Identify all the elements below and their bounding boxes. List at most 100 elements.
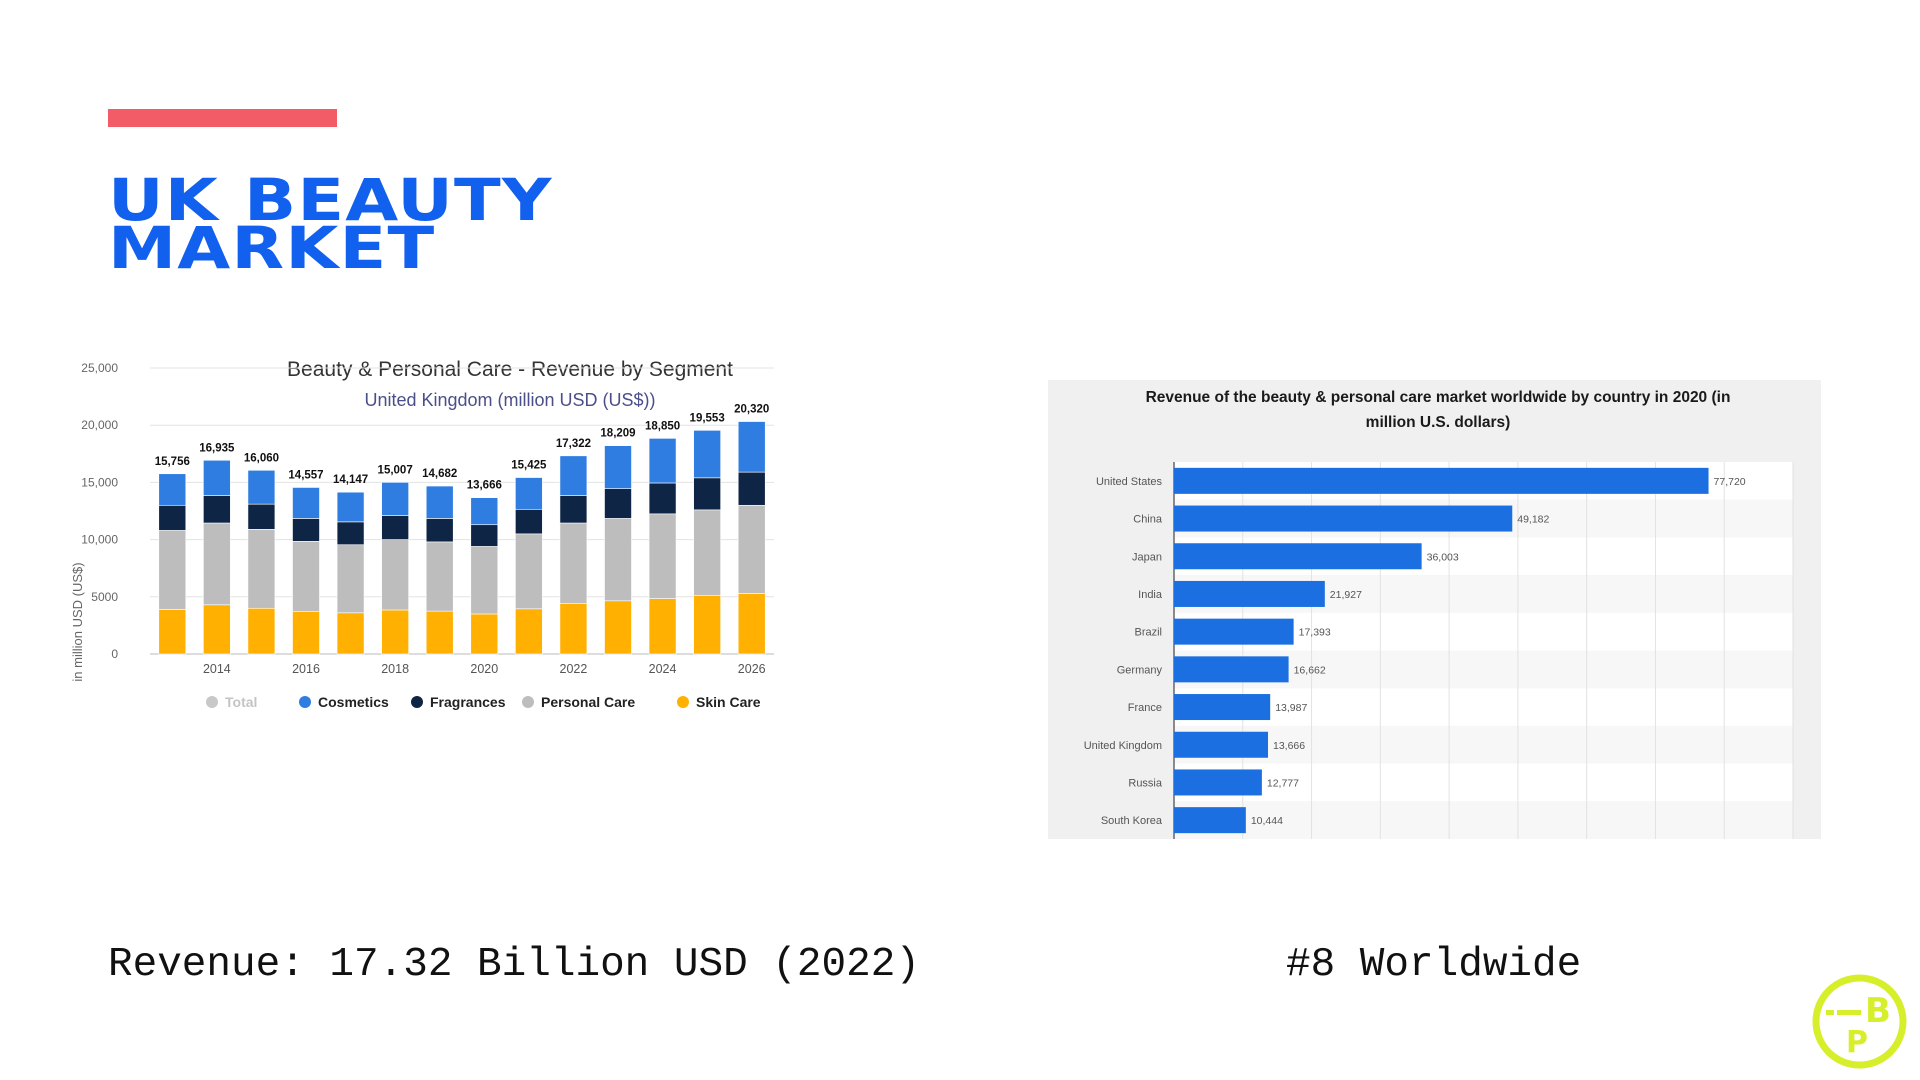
country-ranking-panel: Revenue of the beauty & personal care ma…: [1048, 380, 1821, 839]
bar-total-label: 18,209: [600, 428, 635, 440]
legend-label: Skin Care: [696, 694, 761, 710]
country-label: Germany: [1117, 664, 1163, 676]
bar-total-label: 16,935: [199, 442, 235, 454]
country-label: Japan: [1132, 551, 1162, 563]
bar-segment-skin-care: [559, 603, 588, 655]
x-tick-label: 2024: [649, 662, 677, 676]
country-label: India: [1138, 589, 1163, 601]
bar-segment-personal-care: [648, 513, 677, 599]
bar-segment-cosmetics: [203, 459, 231, 496]
revenue-caption: Revenue: 17.32 Billion USD (2022): [108, 942, 920, 988]
ranking-chart-title-line-2: million U.S. dollars): [1366, 414, 1511, 431]
bar-segment-cosmetics: [425, 485, 454, 519]
bar-total-label: 19,553: [690, 412, 725, 424]
country-revenue-chart: Revenue of the beauty & personal care ma…: [1084, 389, 1794, 839]
country-bar: [1174, 467, 1709, 494]
chart-subtitle: United Kingdom (million USD (US$)): [364, 390, 655, 410]
bar-segment-personal-care: [203, 522, 231, 606]
bar-segment-skin-care: [292, 611, 320, 655]
chart-title: Beauty & Personal Care - Revenue by Segm…: [287, 358, 733, 381]
bar-segment-cosmetics: [381, 482, 409, 516]
bar-total-label: 14,557: [288, 469, 323, 481]
x-tick-label: 2026: [738, 662, 766, 676]
brand-logo-bar: [1837, 1010, 1861, 1015]
legend-label: Total: [225, 694, 257, 710]
bar-segment-personal-care: [381, 539, 409, 611]
country-label: United Kingdom: [1084, 740, 1162, 752]
country-label: China: [1133, 514, 1163, 526]
brand-logo-dash: [1826, 1010, 1834, 1015]
bar-segment-skin-care: [693, 595, 721, 655]
country-value-label: 21,927: [1330, 589, 1362, 601]
country-label: Brazil: [1134, 627, 1162, 639]
bar-segment-fragrances: [470, 524, 499, 547]
x-tick-label: 2014: [203, 662, 231, 676]
bar-total-label: 18,850: [645, 420, 680, 432]
bar-segment-personal-care: [292, 541, 320, 612]
country-value-label: 49,182: [1517, 514, 1549, 526]
bar-segment-personal-care: [247, 529, 276, 609]
y-axis-label: in million USD (US$): [70, 562, 85, 681]
country-bar: [1174, 656, 1289, 683]
legend-marker: [299, 696, 311, 708]
bar-segment-cosmetics: [515, 477, 543, 510]
rank-caption: #8 Worldwide: [1286, 942, 1582, 988]
country-label: Russia: [1128, 777, 1163, 789]
bar-segment-personal-care: [515, 533, 543, 610]
segment-revenue-chart: Beauty & Personal Care - Revenue by Segm…: [70, 358, 774, 710]
country-label: South Korea: [1101, 815, 1163, 827]
bar-segment-personal-care: [470, 546, 499, 615]
y-tick-label: 15,000: [81, 475, 118, 489]
bar-total-label: 16,060: [244, 452, 279, 464]
bar-segment-personal-care: [559, 522, 588, 604]
country-value-label: 16,662: [1294, 664, 1326, 676]
country-label: United States: [1096, 476, 1163, 488]
y-tick-label: 20,000: [81, 418, 118, 432]
brand-logo-letter-b: B: [1865, 991, 1891, 1031]
bar-segment-fragrances: [158, 504, 187, 531]
x-tick-label: 2016: [292, 662, 320, 676]
row-band: [1174, 801, 1793, 839]
bar-segment-cosmetics: [559, 455, 588, 496]
y-tick-label: 0: [111, 647, 118, 661]
bar-segment-cosmetics: [158, 473, 187, 506]
legend-marker: [677, 696, 689, 708]
bar-segment-fragrances: [559, 495, 588, 524]
bar-total-label: 15,007: [378, 464, 413, 476]
brand-logo: B P: [1812, 974, 1907, 1069]
country-bar: [1174, 769, 1262, 796]
bar-segment-skin-care: [515, 608, 543, 655]
bar-segment-personal-care: [336, 544, 365, 614]
country-value-label: 12,777: [1267, 777, 1299, 789]
legend-marker: [411, 696, 423, 708]
bar-segment-skin-care: [425, 610, 454, 655]
legend-label: Personal Care: [541, 694, 635, 710]
bar-segment-personal-care: [737, 504, 766, 594]
bar-segment-cosmetics: [247, 469, 276, 505]
title-accent-bar: [108, 109, 337, 127]
bar-segment-skin-care: [737, 593, 766, 655]
legend-marker: [206, 696, 218, 708]
bar-segment-cosmetics: [470, 497, 499, 526]
page-title: UK BEAUTY MARKET: [108, 166, 934, 282]
bar-segment-cosmetics: [693, 430, 721, 479]
bar-segment-fragrances: [292, 518, 320, 542]
y-tick-label: 25,000: [81, 361, 118, 375]
country-value-label: 36,003: [1427, 551, 1459, 563]
row-band: [1174, 763, 1793, 802]
row-band: [1174, 688, 1793, 726]
legend-label: Cosmetics: [318, 694, 389, 710]
country-bar: [1174, 505, 1513, 532]
page-title-line-2: MARKET: [108, 214, 436, 282]
bar-segment-fragrances: [247, 503, 276, 530]
country-value-label: 17,393: [1299, 627, 1331, 639]
bar-segment-skin-care: [604, 600, 632, 655]
bar-segment-fragrances: [336, 521, 365, 546]
bar-total-label: 15,425: [511, 460, 547, 472]
country-value-label: 10,444: [1251, 815, 1283, 827]
country-bar: [1174, 618, 1294, 645]
bar-total-label: 20,320: [734, 404, 769, 416]
bar-segment-cosmetics: [648, 438, 677, 484]
page-title-line-1: UK BEAUTY: [108, 166, 553, 234]
country-bar: [1174, 694, 1271, 721]
